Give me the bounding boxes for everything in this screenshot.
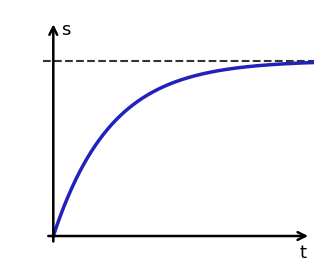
Text: t: t [300, 244, 307, 262]
Text: s: s [61, 22, 71, 39]
